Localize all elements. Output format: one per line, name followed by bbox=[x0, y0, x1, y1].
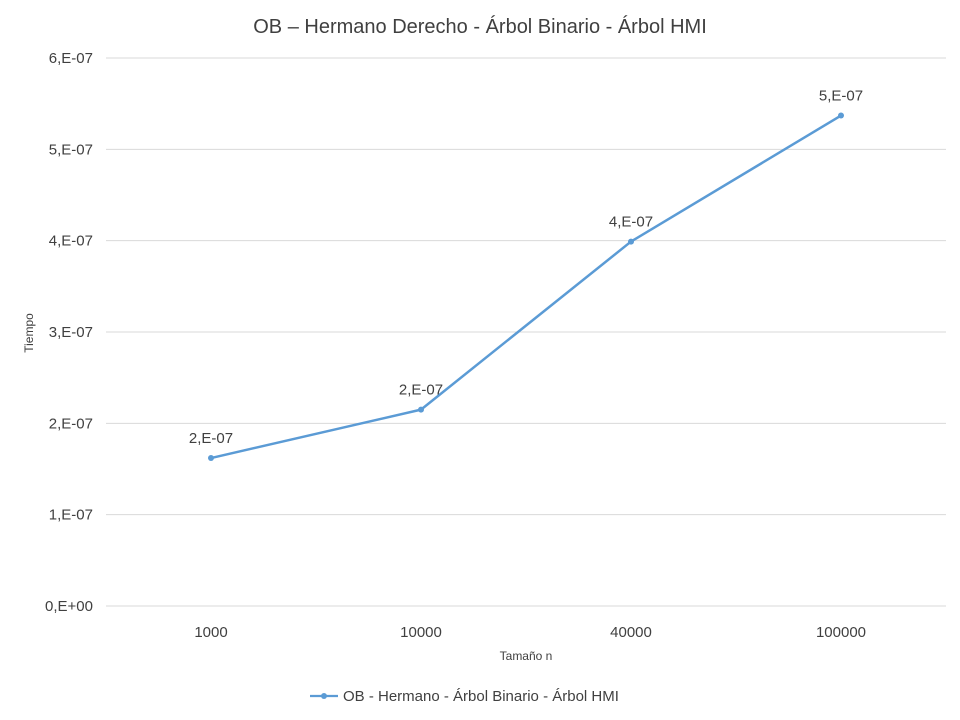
legend-marker-icon bbox=[321, 693, 327, 699]
y-axis-ticks: 0,E+00 1,E-07 2,E-07 3,E-07 4,E-07 5,E-07 6,E-… bbox=[45, 50, 93, 615]
data-point bbox=[838, 112, 844, 119]
data-labels: 2,E-07 2,E-07 4,E-07 5,E-07 bbox=[189, 88, 863, 448]
y-tick-label: 4,E-07 bbox=[49, 233, 93, 250]
y-tick-label: 1,E-07 bbox=[49, 507, 93, 524]
x-axis-title: Tamaño n bbox=[500, 649, 553, 663]
series-line bbox=[210, 114, 842, 460]
y-tick-label: 5,E-07 bbox=[49, 141, 93, 158]
y-tick-label: 3,E-07 bbox=[49, 324, 93, 341]
series-layer bbox=[208, 112, 844, 462]
legend-series-name: OB - Hermano - Árbol Binario - Árbol HMI bbox=[343, 688, 619, 705]
x-tick-label: 1000 bbox=[194, 624, 227, 641]
y-tick-label: 2,E-07 bbox=[49, 415, 93, 432]
data-point bbox=[208, 455, 214, 462]
data-label: 4,E-07 bbox=[609, 214, 653, 231]
y-tick-label: 6,E-07 bbox=[49, 50, 93, 67]
chart-title: OB – Hermano Derecho - Árbol Binario - Á… bbox=[253, 15, 707, 38]
y-axis-title: Tiempo bbox=[22, 313, 36, 353]
gridlines bbox=[106, 57, 946, 607]
x-tick-label: 10000 bbox=[400, 624, 442, 641]
data-point bbox=[628, 238, 634, 245]
x-axis-ticks: 1000 10000 40000 100000 bbox=[194, 624, 866, 641]
data-label: 5,E-07 bbox=[819, 88, 863, 105]
legend: OB - Hermano - Árbol Binario - Árbol HMI bbox=[310, 688, 619, 705]
y-tick-label: 0,E+00 bbox=[45, 598, 93, 615]
x-tick-label: 100000 bbox=[816, 624, 866, 641]
data-label: 2,E-07 bbox=[399, 382, 443, 399]
x-tick-label: 40000 bbox=[610, 624, 652, 641]
data-point bbox=[418, 406, 424, 413]
data-label: 2,E-07 bbox=[189, 430, 233, 447]
